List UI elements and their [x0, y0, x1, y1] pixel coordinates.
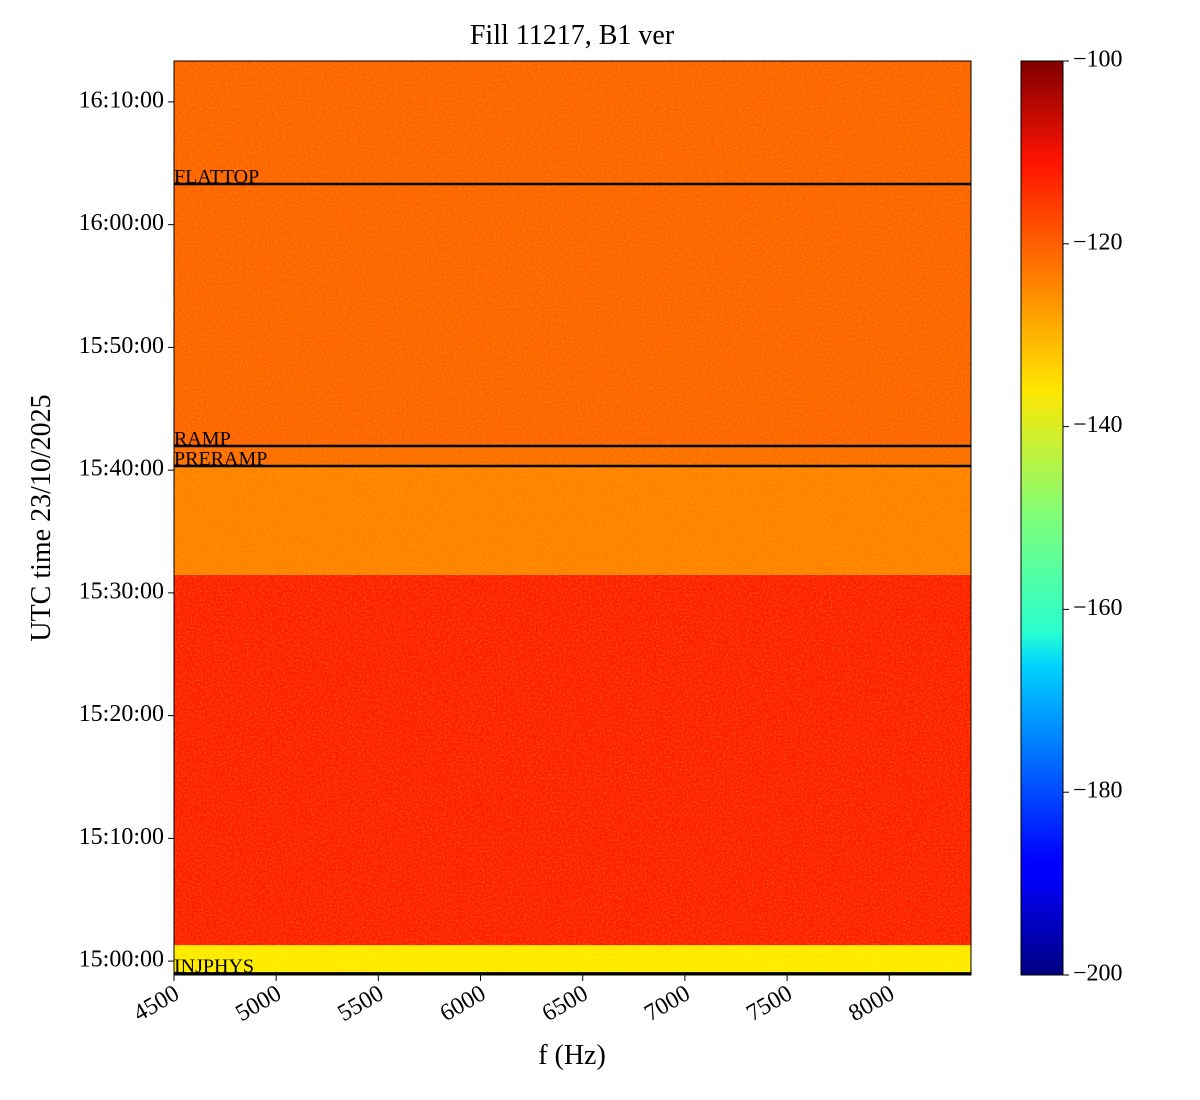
x-tick-label: 4500: [129, 980, 184, 1027]
plot-frame: [173, 60, 972, 976]
event-label: RAMP: [174, 428, 231, 450]
x-tick-label: 6500: [538, 980, 593, 1027]
x-tick-label: 6000: [436, 980, 491, 1027]
y-tick-label: 15:50:00: [79, 333, 164, 359]
chart-title: Fill 11217, B1 ver: [470, 20, 675, 51]
colorbar-tick-label: −120: [1073, 229, 1123, 255]
plot-area: [174, 61, 971, 975]
colorbar-tick-label: −160: [1073, 595, 1123, 621]
y-axis-label: UTC time 23/10/2025: [26, 394, 57, 641]
x-tick-label: 8000: [844, 980, 899, 1027]
colorbar-tick-label: −140: [1073, 412, 1123, 438]
event-label: PRERAMP: [174, 448, 267, 470]
y-tick-label: 15:10:00: [79, 824, 164, 850]
noise-texture: [174, 61, 971, 975]
y-tick-label: 15:00:00: [79, 947, 164, 973]
y-tick-label: 16:10:00: [79, 87, 164, 113]
x-tick-label: 7000: [640, 980, 695, 1027]
x-tick-label: 5000: [231, 980, 286, 1027]
colorbar-tick-label: −200: [1073, 961, 1123, 987]
y-tick-label: 15:30:00: [79, 578, 164, 604]
y-tick-label: 15:20:00: [79, 701, 164, 727]
colorbar-tick-label: −180: [1073, 778, 1123, 804]
x-axis-label: f (Hz): [538, 1040, 606, 1071]
event-label: INJPHYS: [174, 955, 254, 977]
event-label: FLATTOP: [174, 166, 259, 188]
x-tick-label: 5500: [334, 980, 389, 1027]
y-tick-label: 16:00:00: [79, 210, 164, 236]
colorbar: [1020, 60, 1064, 976]
y-tick-label: 15:40:00: [79, 456, 164, 482]
x-tick-label: 7500: [742, 980, 797, 1027]
colorbar-tick-label: −100: [1073, 47, 1123, 73]
